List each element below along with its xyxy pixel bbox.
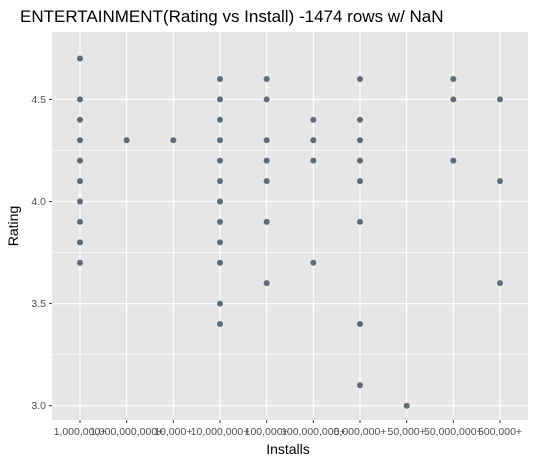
data-point [497, 280, 503, 287]
data-point [77, 259, 83, 266]
data-point [310, 116, 317, 123]
data-point [263, 178, 270, 185]
data-point [357, 218, 363, 225]
data-point [310, 157, 317, 164]
data-point [217, 157, 223, 164]
x-tick-label: 50,000,000+ [424, 426, 483, 438]
data-point [263, 75, 270, 82]
data-point [217, 116, 223, 123]
y-tick-label: 3.0 [31, 400, 46, 412]
x-tick-label: 10,000+ [154, 426, 192, 438]
data-point [263, 137, 270, 144]
data-point [77, 96, 83, 103]
data-point [450, 157, 457, 164]
data-point [357, 321, 363, 328]
y-tick-label: 4.5 [31, 94, 46, 106]
x-tick-label: 5,000,000+ [334, 426, 387, 438]
data-point [217, 75, 223, 82]
data-point [217, 96, 223, 103]
data-point [357, 157, 363, 164]
x-tick-label: 1,000,000,000+ [90, 426, 163, 438]
data-point [217, 218, 223, 225]
data-point [217, 198, 223, 205]
x-tick-label: 500,000+ [478, 426, 522, 438]
y-axis-ticks: 3.0 3.5 4.0 4.5 [31, 94, 52, 412]
y-tick-label: 4.0 [31, 196, 46, 208]
data-point [217, 239, 223, 246]
data-point [77, 55, 83, 62]
data-point [77, 239, 83, 246]
data-point [357, 178, 363, 185]
data-point [217, 137, 223, 144]
data-point [77, 157, 83, 164]
x-tick-label: 50,000+ [388, 426, 426, 438]
data-point [357, 382, 363, 389]
x-tick-label: 100,000+ [245, 426, 289, 438]
data-point [263, 157, 270, 164]
data-point [77, 116, 83, 123]
x-axis-title: Installs [266, 441, 310, 457]
data-point [217, 178, 223, 185]
data-point [403, 402, 410, 409]
data-point [263, 96, 270, 103]
data-point [263, 280, 270, 287]
data-point [217, 300, 223, 307]
data-points [77, 55, 503, 409]
data-point [123, 137, 130, 144]
x-tick-label: 100,000,000+ [281, 426, 346, 438]
data-point [310, 259, 317, 266]
data-point [450, 75, 457, 82]
chart-title: ENTERTAINMENT(Rating vs Install) -1474 r… [20, 7, 444, 26]
data-point [77, 137, 83, 144]
x-tick-label: 1,000,000+ [54, 426, 107, 438]
data-point [497, 96, 503, 103]
data-point [357, 116, 363, 123]
data-point [357, 137, 363, 144]
data-point [77, 198, 83, 205]
x-axis-ticks: 1,000,000+1,000,000,000+10,000+10,000,00… [54, 420, 522, 438]
data-point [310, 137, 317, 144]
data-point [357, 75, 363, 82]
y-axis-title: Rating [5, 206, 21, 246]
data-point [170, 137, 177, 144]
data-point [497, 178, 503, 185]
data-point [217, 259, 223, 266]
y-tick-label: 3.5 [31, 298, 46, 310]
plot-panel [52, 32, 528, 420]
data-point [77, 218, 83, 225]
x-tick-label: 10,000,000+ [191, 426, 250, 438]
data-point [450, 96, 457, 103]
data-point [77, 178, 83, 185]
data-point [217, 321, 223, 328]
data-point [263, 218, 270, 225]
